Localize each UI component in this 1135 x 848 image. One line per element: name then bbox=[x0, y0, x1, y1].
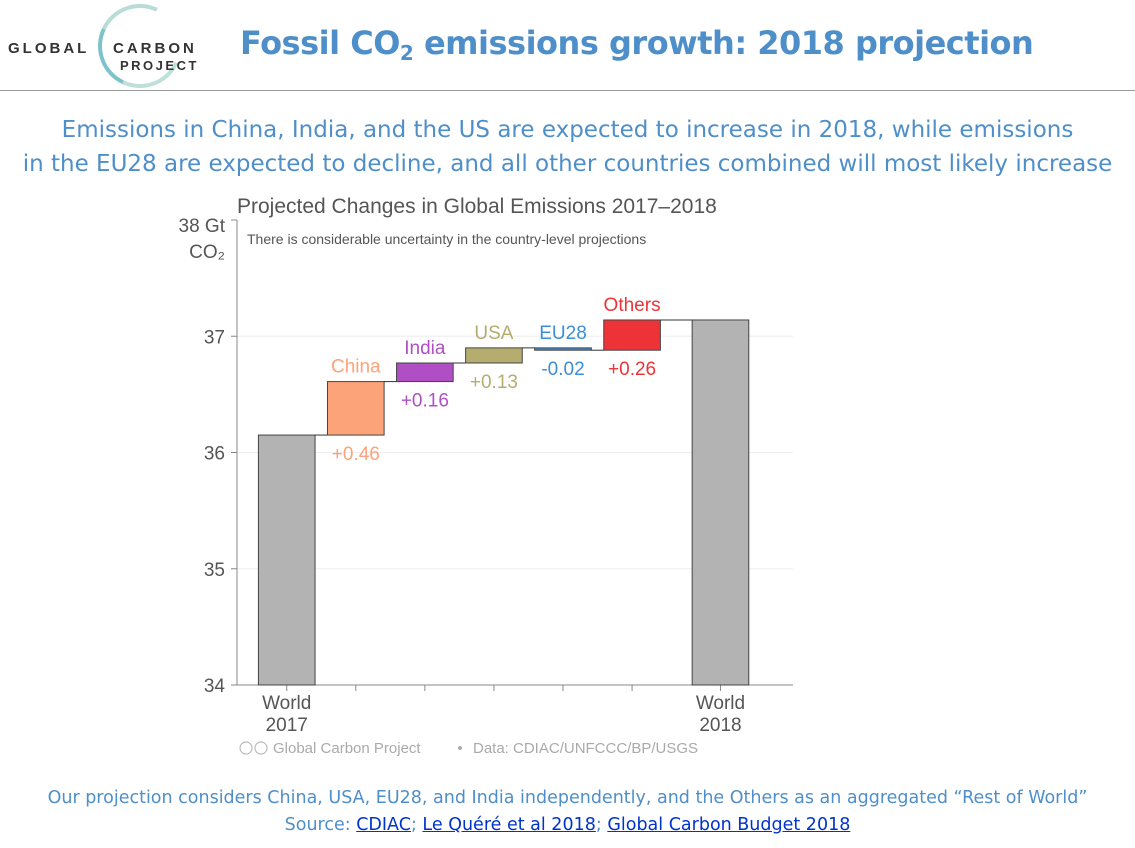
bar-others bbox=[603, 319, 661, 351]
link-le-quere[interactable]: Le Quéré et al 2018 bbox=[422, 815, 596, 835]
subtitle-line-1: Emissions in China, India, and the US ar… bbox=[61, 117, 1074, 143]
slide-title-subscript: 2 bbox=[399, 41, 414, 65]
bar-usa bbox=[465, 347, 523, 364]
bar-value-label: +0.46 bbox=[332, 444, 380, 465]
slide-title-rest: emissions growth: 2018 projection bbox=[413, 24, 1034, 62]
y-axis-label-gas: CO₂ bbox=[189, 242, 225, 263]
y-tick-label: 35 bbox=[204, 560, 225, 581]
x-label-world-2017-year: 2017 bbox=[266, 715, 308, 736]
bar-world-2018 bbox=[691, 319, 750, 686]
chart-title: Projected Changes in Global Emissions 20… bbox=[237, 195, 717, 218]
bar-name-label: EU28 bbox=[539, 323, 587, 344]
cc-icon bbox=[239, 741, 253, 755]
source-label: Source: bbox=[284, 815, 357, 835]
by-icon bbox=[254, 741, 268, 755]
bar-value-label: +0.16 bbox=[401, 391, 449, 412]
bar-value-label: +0.26 bbox=[608, 359, 656, 380]
bar-value-label: +0.13 bbox=[470, 372, 518, 393]
y-tick-label: 36 bbox=[204, 444, 225, 465]
bar-value-label: -0.02 bbox=[541, 359, 584, 380]
subtitle-line-2: in the EU28 are expected to decline, and… bbox=[22, 151, 1113, 177]
source-separator: ; bbox=[410, 815, 423, 835]
bar-world-2017 bbox=[257, 434, 316, 686]
bar-name-label: Others bbox=[604, 295, 661, 316]
slide-title: Fossil CO2 emissions growth: 2018 projec… bbox=[240, 24, 1034, 65]
source-separator: ; bbox=[595, 815, 608, 835]
bar-china bbox=[326, 381, 385, 436]
slide-footer: Our projection considers China, USA, EU2… bbox=[0, 785, 1135, 839]
credit-data: Data: CDIAC/UNFCCC/BP/USGS bbox=[473, 740, 698, 757]
credit-separator: • bbox=[457, 740, 462, 757]
x-label-world-2018-year: 2018 bbox=[699, 715, 741, 736]
bar-name-label: USA bbox=[474, 323, 513, 344]
logo-word-global: GLOBAL bbox=[8, 40, 90, 57]
link-cdiac[interactable]: CDIAC bbox=[356, 815, 411, 835]
footer-note: Our projection considers China, USA, EU2… bbox=[47, 788, 1088, 808]
bar-eu28 bbox=[534, 347, 592, 351]
logo-word-carbon: CARBON bbox=[113, 40, 197, 57]
header-divider bbox=[0, 90, 1135, 91]
link-global-carbon-budget[interactable]: Global Carbon Budget 2018 bbox=[607, 815, 851, 835]
y-tick-label: 37 bbox=[204, 327, 225, 348]
y-tick-label: 34 bbox=[204, 676, 226, 697]
x-label-world-2018: World bbox=[696, 693, 745, 714]
global-carbon-project-logo: GLOBAL CARBON PROJECT bbox=[0, 0, 215, 100]
credit-gcp: Global Carbon Project bbox=[273, 740, 421, 757]
bar-india bbox=[396, 362, 454, 383]
slide-title-main: Fossil CO bbox=[240, 24, 400, 62]
chart-annotation: There is considerable uncertainty in the… bbox=[247, 231, 646, 247]
x-label-world-2017: World bbox=[262, 693, 311, 714]
logo-word-project: PROJECT bbox=[120, 58, 199, 73]
slide-subtitle: Emissions in China, India, and the US ar… bbox=[0, 113, 1135, 181]
y-axis-label-unit: 38 Gt bbox=[179, 216, 226, 237]
bar-name-label: China bbox=[331, 357, 381, 378]
footer-source: Source: CDIAC; Le Quéré et al 2018; Glob… bbox=[0, 812, 1135, 839]
waterfall-chart: 34 35 36 37 38 Gt CO₂ Projected Changes in Glo… bbox=[179, 195, 793, 757]
bar-name-label: India bbox=[404, 338, 446, 359]
